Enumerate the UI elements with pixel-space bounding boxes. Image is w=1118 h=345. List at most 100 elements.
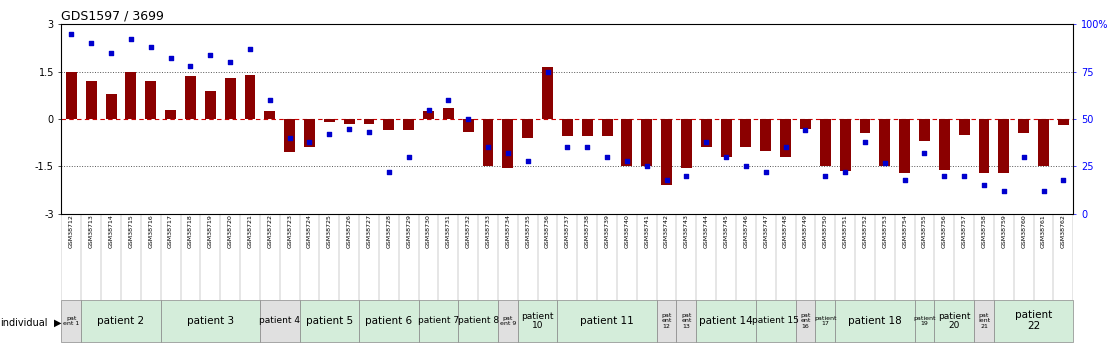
Bar bbox=[676, 300, 697, 342]
Text: GSM38721: GSM38721 bbox=[247, 214, 253, 248]
Text: GSM38722: GSM38722 bbox=[267, 214, 273, 248]
Text: pat
ent
16: pat ent 16 bbox=[800, 313, 811, 329]
Text: GSM38729: GSM38729 bbox=[406, 214, 411, 248]
Text: GSM38755: GSM38755 bbox=[922, 214, 927, 248]
Point bbox=[301, 139, 319, 145]
Bar bbox=[939, 119, 950, 170]
Text: GSM38712: GSM38712 bbox=[69, 214, 74, 248]
Point bbox=[637, 164, 655, 169]
Bar bbox=[701, 119, 712, 148]
Bar bbox=[363, 119, 375, 124]
Text: GDS1597 / 3699: GDS1597 / 3699 bbox=[61, 10, 164, 23]
Bar bbox=[418, 300, 458, 342]
Text: ▶: ▶ bbox=[54, 318, 61, 327]
Text: patient 18: patient 18 bbox=[849, 316, 902, 326]
Point bbox=[459, 116, 477, 122]
Text: GSM38752: GSM38752 bbox=[862, 214, 868, 248]
Bar bbox=[756, 300, 796, 342]
Text: GSM38733: GSM38733 bbox=[485, 214, 491, 248]
Text: GSM38720: GSM38720 bbox=[228, 214, 233, 248]
Point bbox=[717, 154, 735, 160]
Bar bbox=[558, 300, 656, 342]
Text: individual: individual bbox=[0, 318, 47, 327]
Text: pat
ient
21: pat ient 21 bbox=[978, 313, 991, 329]
Bar bbox=[656, 300, 676, 342]
Bar bbox=[498, 300, 518, 342]
Point bbox=[480, 145, 498, 150]
Text: GSM38723: GSM38723 bbox=[287, 214, 292, 248]
Point bbox=[400, 154, 418, 160]
Text: GSM38747: GSM38747 bbox=[764, 214, 768, 248]
Text: GSM38741: GSM38741 bbox=[644, 214, 650, 248]
Bar bbox=[642, 119, 652, 167]
Text: GSM38732: GSM38732 bbox=[466, 214, 471, 248]
Text: patient 4: patient 4 bbox=[259, 316, 301, 325]
Point bbox=[221, 59, 239, 65]
Text: GSM38727: GSM38727 bbox=[367, 214, 371, 248]
Bar bbox=[800, 119, 811, 129]
Bar bbox=[105, 94, 116, 119]
Bar bbox=[721, 119, 731, 157]
Text: patient 11: patient 11 bbox=[580, 316, 634, 326]
Text: patient 7: patient 7 bbox=[418, 316, 459, 325]
Point bbox=[777, 145, 795, 150]
Bar bbox=[145, 81, 157, 119]
Text: patient 14: patient 14 bbox=[699, 316, 752, 326]
Bar bbox=[880, 119, 890, 167]
Point bbox=[122, 37, 140, 42]
Bar bbox=[463, 119, 474, 132]
Text: pat
ent
13: pat ent 13 bbox=[681, 313, 692, 329]
Point bbox=[678, 173, 695, 179]
Bar bbox=[840, 119, 851, 171]
Point bbox=[142, 44, 160, 50]
Text: GSM38749: GSM38749 bbox=[803, 214, 808, 248]
Point bbox=[558, 145, 577, 150]
Point bbox=[657, 177, 675, 183]
Bar bbox=[205, 90, 216, 119]
Bar bbox=[622, 119, 633, 167]
Point bbox=[856, 139, 874, 145]
Bar bbox=[443, 108, 454, 119]
Text: GSM38714: GSM38714 bbox=[108, 214, 114, 248]
Point bbox=[836, 169, 854, 175]
Bar bbox=[86, 81, 96, 119]
Bar bbox=[82, 300, 161, 342]
Text: pat
ent 9: pat ent 9 bbox=[500, 316, 517, 326]
Point bbox=[578, 145, 596, 150]
Point bbox=[83, 40, 101, 46]
Bar bbox=[796, 300, 815, 342]
Bar bbox=[264, 111, 275, 119]
Bar bbox=[161, 300, 259, 342]
Text: GSM38753: GSM38753 bbox=[882, 214, 888, 248]
Text: GSM38756: GSM38756 bbox=[941, 214, 947, 248]
Text: pat
ent 1: pat ent 1 bbox=[64, 316, 79, 326]
Bar bbox=[383, 119, 395, 130]
Bar bbox=[661, 119, 672, 186]
Text: GSM38740: GSM38740 bbox=[624, 214, 629, 248]
Text: GSM38724: GSM38724 bbox=[307, 214, 312, 248]
Bar bbox=[581, 119, 593, 136]
Text: GSM38715: GSM38715 bbox=[129, 214, 133, 248]
Text: patient
17: patient 17 bbox=[814, 316, 836, 326]
Bar bbox=[760, 119, 771, 151]
Text: patient
19: patient 19 bbox=[913, 316, 936, 326]
Bar bbox=[899, 119, 910, 173]
Text: GSM38758: GSM38758 bbox=[982, 214, 986, 248]
Text: GSM38742: GSM38742 bbox=[664, 214, 669, 248]
Point bbox=[1054, 177, 1072, 183]
Text: GSM38719: GSM38719 bbox=[208, 214, 212, 248]
Bar bbox=[483, 119, 493, 167]
Bar bbox=[522, 119, 533, 138]
Point bbox=[360, 129, 378, 135]
Text: GSM38743: GSM38743 bbox=[684, 214, 689, 248]
Text: patient 8: patient 8 bbox=[457, 316, 499, 325]
Point bbox=[916, 150, 934, 156]
Point bbox=[380, 169, 398, 175]
Text: GSM38757: GSM38757 bbox=[961, 214, 967, 248]
Point bbox=[419, 107, 437, 112]
Bar bbox=[184, 76, 196, 119]
Point bbox=[241, 46, 259, 51]
Bar bbox=[681, 119, 692, 168]
Bar bbox=[1058, 119, 1069, 125]
Bar bbox=[915, 300, 935, 342]
